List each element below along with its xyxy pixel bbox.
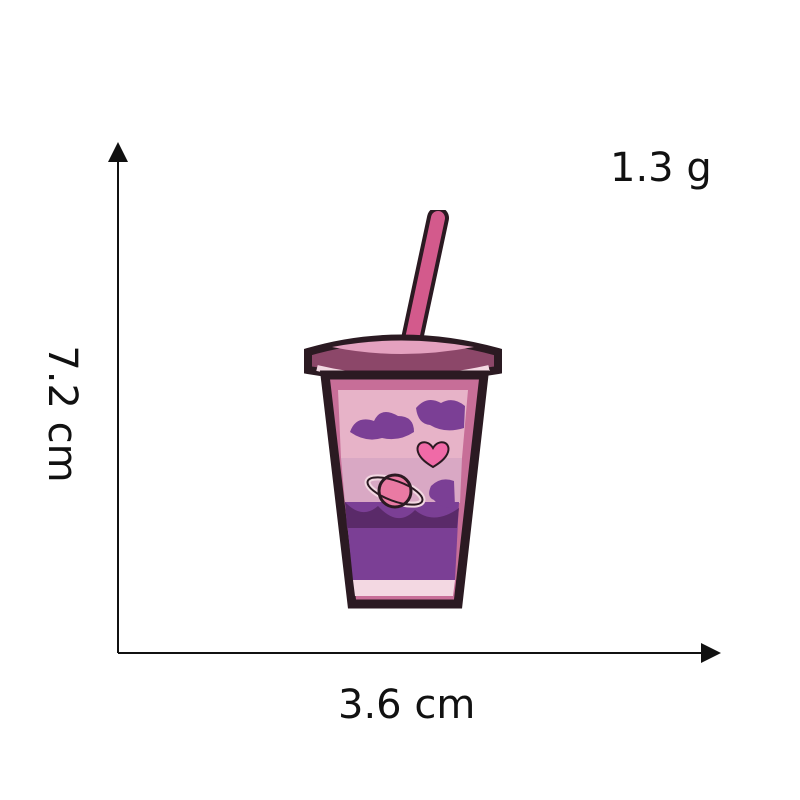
width-label: 3.6 cm bbox=[338, 682, 476, 728]
height-label: 7.2 cm bbox=[39, 345, 85, 483]
embroidered-drink-cup-icon bbox=[304, 210, 502, 609]
weight-label: 1.3 g bbox=[610, 145, 712, 191]
